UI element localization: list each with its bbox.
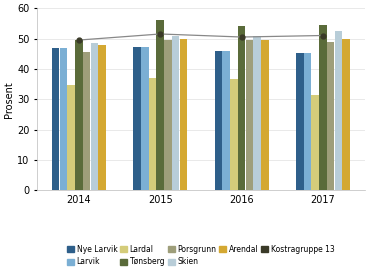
Bar	[342, 39, 350, 190]
Bar	[133, 47, 141, 190]
Bar	[164, 40, 172, 190]
Bar	[327, 41, 334, 190]
Bar	[261, 40, 269, 190]
Bar	[319, 25, 327, 190]
Bar	[172, 36, 179, 190]
Bar	[253, 36, 261, 190]
Bar	[304, 53, 311, 190]
Bar	[59, 48, 67, 190]
Bar	[223, 51, 230, 190]
Bar	[180, 39, 187, 190]
Bar	[67, 85, 75, 190]
Legend: Nye Larvik, Larvik, Lardal, Tønsberg, Porsgrunn, Skien, Arendal, Kostragruppe 13: Nye Larvik, Larvik, Lardal, Tønsberg, Po…	[64, 242, 337, 270]
Bar	[245, 40, 253, 190]
Y-axis label: Prosent: Prosent	[4, 81, 14, 118]
Bar	[83, 52, 90, 190]
Bar	[335, 31, 342, 190]
Bar	[238, 26, 245, 190]
Bar	[149, 78, 156, 190]
Bar	[296, 53, 304, 190]
Bar	[90, 43, 98, 190]
Bar	[98, 45, 106, 190]
Bar	[230, 79, 238, 190]
Bar	[75, 40, 83, 190]
Bar	[156, 20, 164, 190]
Bar	[141, 47, 149, 190]
Bar	[52, 48, 59, 190]
Bar	[215, 51, 222, 190]
Bar	[311, 95, 319, 190]
